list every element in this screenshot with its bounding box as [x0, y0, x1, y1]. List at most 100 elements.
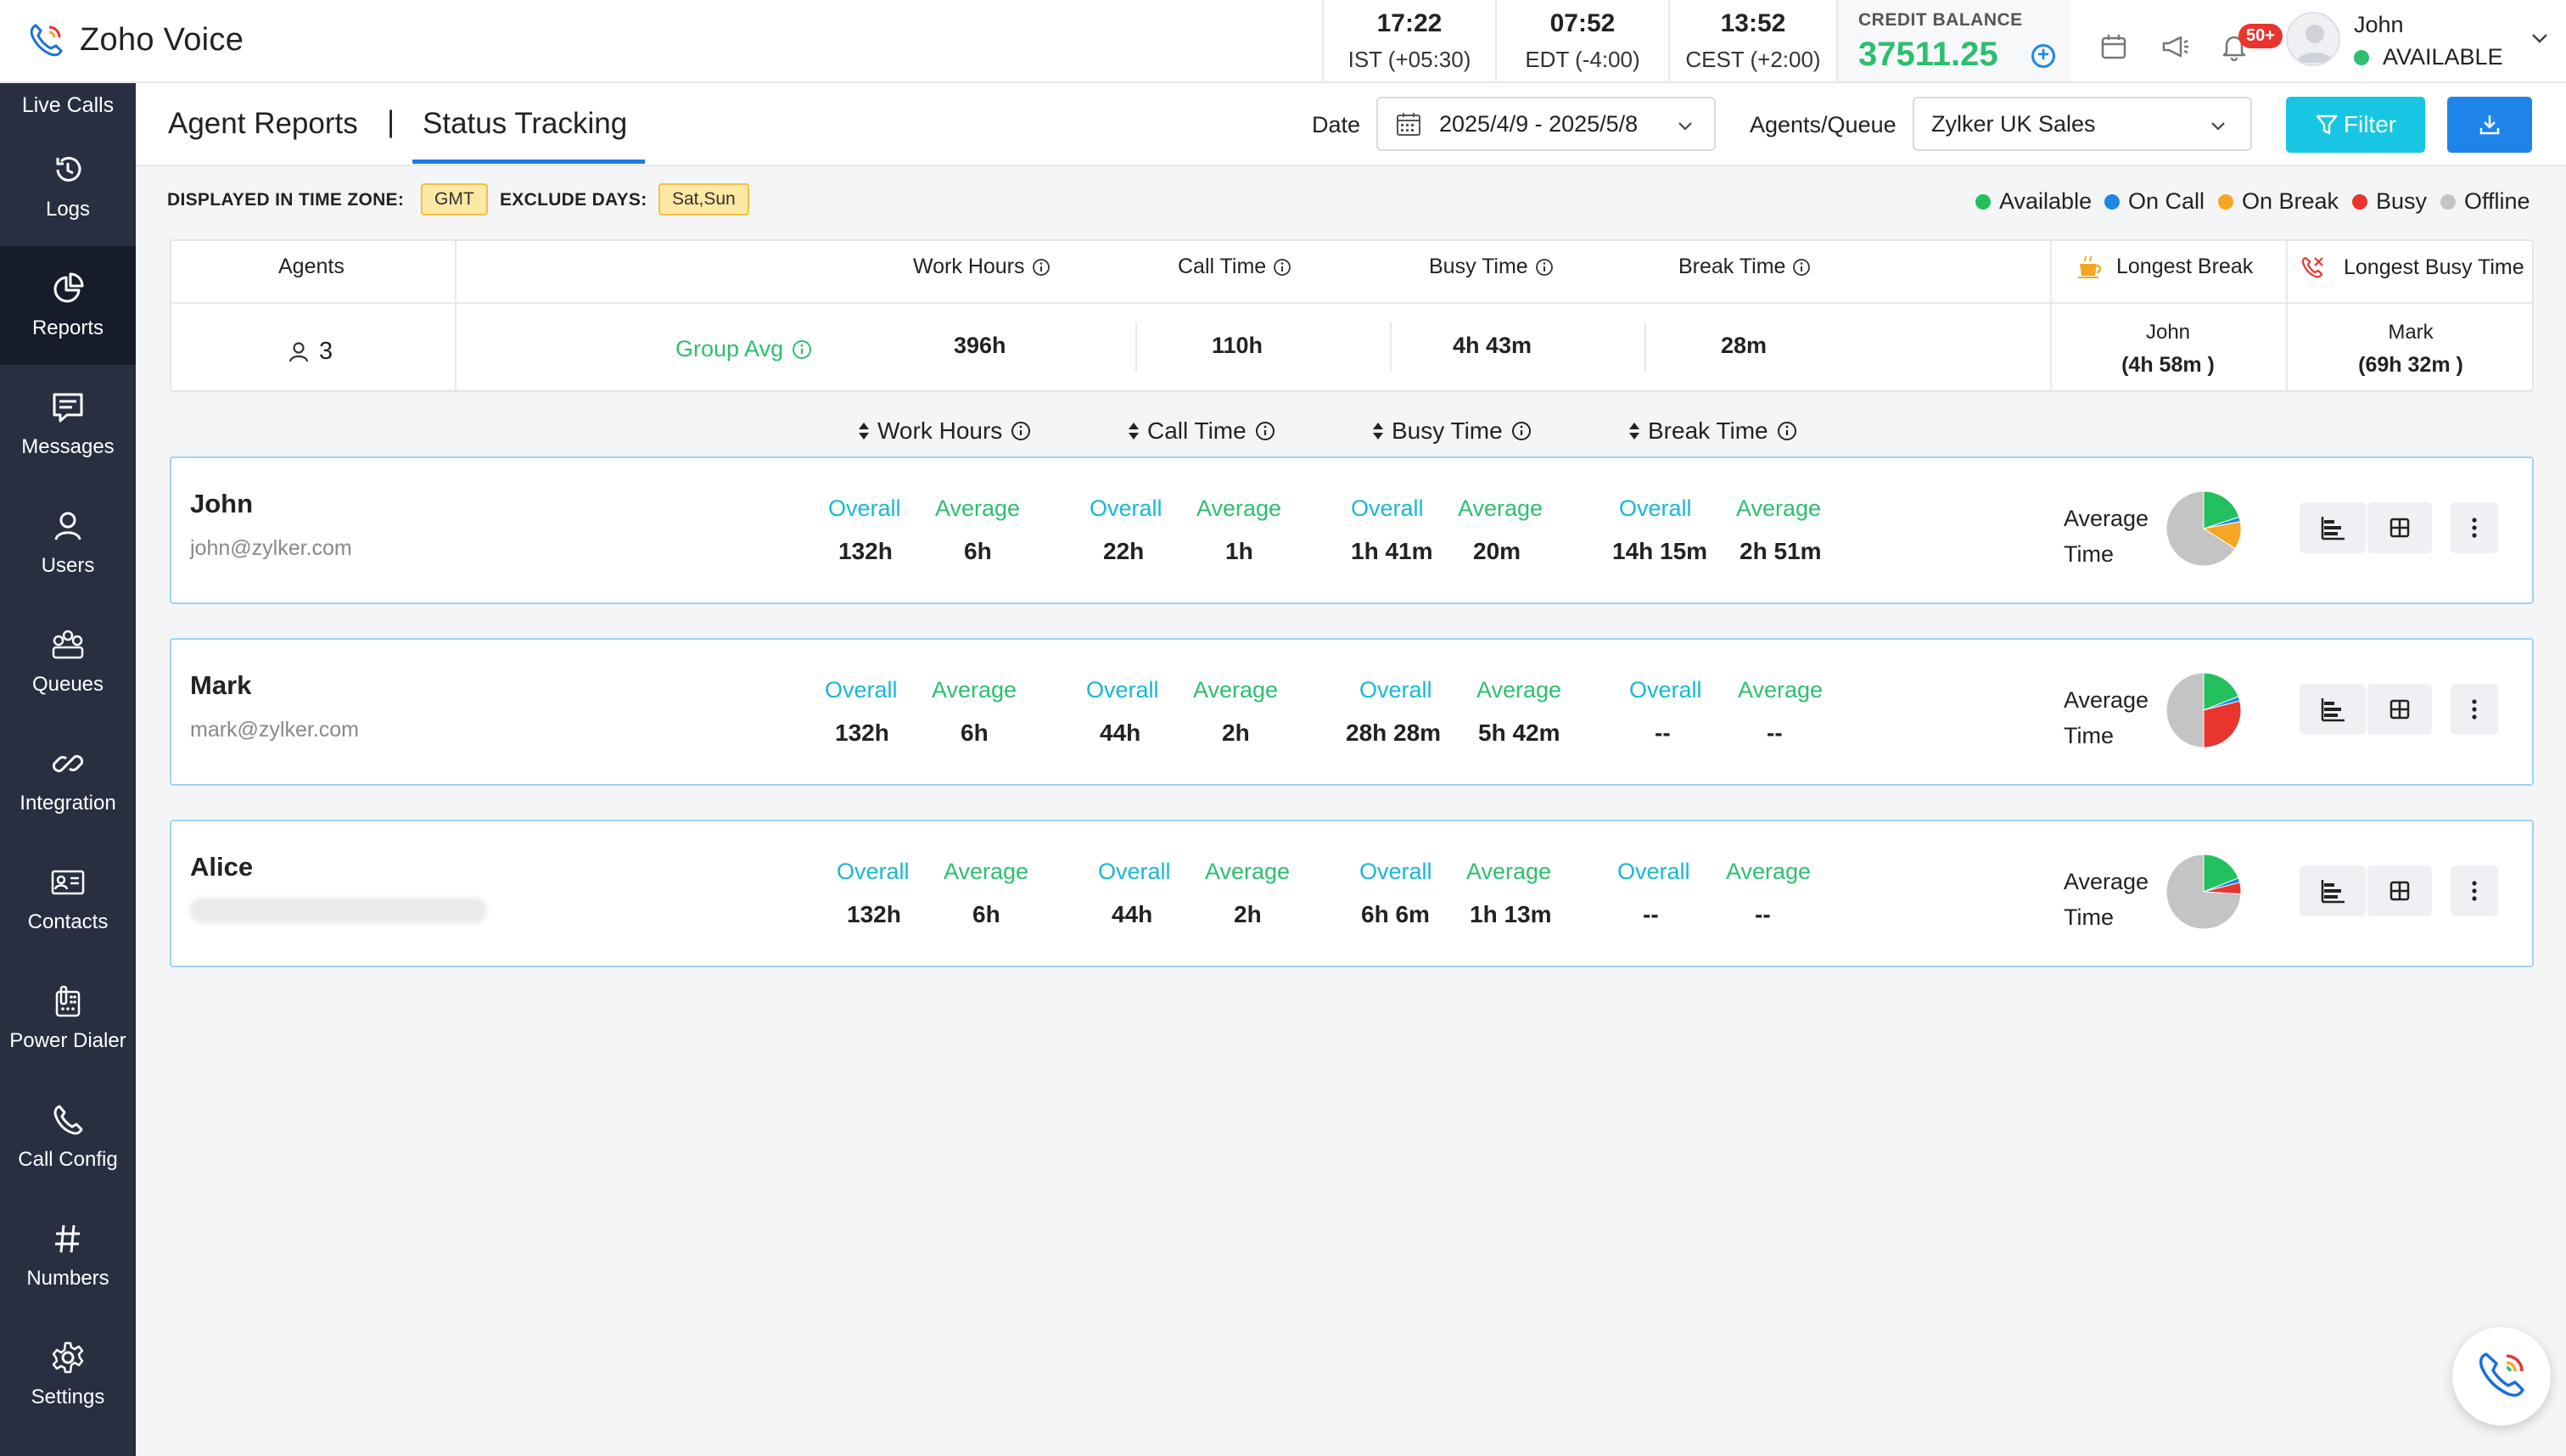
- longest-break-header: Longest Break: [2077, 255, 2253, 279]
- legend-dot: [2104, 193, 2120, 210]
- date-range-picker[interactable]: 2025/4/9 - 2025/5/8: [1376, 97, 1716, 151]
- sidebar-item-power-dialer[interactable]: Power Dialer: [0, 959, 136, 1078]
- busy-overall: 28h 28m: [1346, 720, 1442, 746]
- divider: [455, 241, 457, 390]
- sidebar-item-contacts[interactable]: Contacts: [0, 840, 136, 959]
- pie-slice-offline[interactable]: [2165, 490, 2236, 567]
- pie-slice-offline[interactable]: [2165, 672, 2205, 748]
- grid-view-button[interactable]: [2367, 684, 2432, 735]
- sidebar-item-call-config[interactable]: Call Config: [0, 1078, 136, 1196]
- bar-chart-view-button[interactable]: [2300, 865, 2366, 916]
- info-icon[interactable]: [1535, 258, 1554, 277]
- break-average: 2h 51m: [1740, 538, 1822, 564]
- agents-queue-value: Zylker UK Sales: [1931, 110, 2096, 137]
- bar-chart-view-button[interactable]: [2300, 502, 2366, 553]
- info-icon[interactable]: [1792, 258, 1811, 277]
- user-status[interactable]: AVAILABLE: [2354, 44, 2503, 70]
- legend-label: Busy: [2376, 188, 2428, 214]
- grid-view-button[interactable]: [2367, 865, 2432, 916]
- download-icon: [2479, 115, 2500, 135]
- bar-chart-view-button[interactable]: [2300, 684, 2366, 735]
- busy-average: 5h 42m: [1478, 720, 1560, 746]
- overall-label: Overall: [828, 496, 901, 521]
- more-options-button[interactable]: [2451, 865, 2498, 916]
- agent-card-john[interactable]: John john@zylker.com Overall Average 132…: [170, 456, 2534, 604]
- date-range-value: 2025/4/9 - 2025/5/8: [1439, 110, 1639, 137]
- top-bar: Zoho Voice 17:22 IST (+05:30) 07:52 EDT …: [0, 0, 2566, 83]
- info-icon[interactable]: [1511, 421, 1532, 441]
- info-icon[interactable]: [1011, 421, 1031, 441]
- agent-count-value: 3: [319, 338, 333, 365]
- sidebar-item-label: Reports: [31, 316, 104, 339]
- info-icon[interactable]: [1777, 421, 1797, 441]
- tab-status-tracking[interactable]: Status Tracking: [423, 107, 628, 140]
- break-time-value: 28m: [1721, 333, 1768, 358]
- more-options-button[interactable]: [2451, 684, 2498, 735]
- sidebar-item-label: Logs: [45, 198, 91, 221]
- status-pie-chart[interactable]: [2165, 490, 2242, 567]
- more-vertical-icon: [2472, 518, 2477, 538]
- sort-break-time[interactable]: Break Time: [1628, 417, 1797, 445]
- call-overall: 22h: [1103, 538, 1145, 564]
- overall-label: Overall: [1351, 496, 1424, 521]
- sidebar-item-reports[interactable]: Reports: [0, 246, 136, 365]
- info-icon[interactable]: [1273, 258, 1291, 277]
- add-credit-icon[interactable]: +: [2031, 44, 2055, 68]
- pie-slice-available[interactable]: [2203, 854, 2239, 893]
- call-time-value: 110h: [1212, 333, 1263, 358]
- exclude-days-tag: Sat,Sun: [658, 183, 749, 216]
- pie-slice-offline[interactable]: [2165, 854, 2242, 930]
- average-label: Average: [1196, 496, 1282, 521]
- megaphone-icon[interactable]: [2160, 32, 2189, 61]
- chevron-down-icon[interactable]: [2529, 27, 2551, 49]
- exclude-days-label: EXCLUDE DAYS:: [500, 190, 647, 210]
- sort-call-time[interactable]: Call Time: [1127, 417, 1275, 445]
- sort-icon: [1129, 423, 1139, 440]
- avatar[interactable]: [2286, 12, 2340, 66]
- agent-card-alice[interactable]: Alice Overall Average 132h 6h Overall Av…: [170, 820, 2534, 967]
- average-label: Average: [1726, 859, 1812, 884]
- sort-label: Break Time: [1648, 417, 1768, 444]
- info-icon[interactable]: [792, 339, 812, 360]
- credit-label: CREDIT BALANCE: [1858, 10, 2023, 30]
- sidebar-item-settings[interactable]: Settings: [0, 1315, 136, 1434]
- agent-card-mark[interactable]: Mark mark@zylker.com Overall Average 132…: [170, 638, 2534, 786]
- average-time-line1: Average: [2064, 506, 2149, 531]
- sort-work-hours[interactable]: Work Hours: [857, 417, 1031, 445]
- grid-icon: [2390, 699, 2410, 720]
- bell-icon[interactable]: [2220, 32, 2249, 61]
- agents-queue-select[interactable]: Zylker UK Sales: [1913, 97, 2252, 151]
- tab-agent-reports[interactable]: Agent Reports: [168, 107, 358, 140]
- user-name[interactable]: John: [2354, 12, 2404, 37]
- sidebar-item-numbers[interactable]: Numbers: [0, 1196, 136, 1315]
- pie-slice-busy[interactable]: [2203, 700, 2242, 748]
- average-label: Average: [1466, 859, 1552, 884]
- header-label: Break Time: [1678, 255, 1786, 278]
- download-button[interactable]: [2447, 97, 2532, 153]
- sidebar-item-users[interactable]: Users: [0, 484, 136, 602]
- brand[interactable]: Zoho Voice: [25, 19, 244, 61]
- status-pie-chart[interactable]: [2165, 672, 2242, 748]
- busy-average: 20m: [1473, 538, 1521, 564]
- sidebar-item-integration[interactable]: Integration: [0, 721, 136, 840]
- sidebar-item-logs[interactable]: Logs: [0, 127, 136, 246]
- legend-label: Offline: [2464, 188, 2530, 214]
- floating-dialer-button[interactable]: [2452, 1327, 2551, 1425]
- sub-header: Agent Reports | Status Tracking Date 202…: [136, 83, 2566, 166]
- pie-slice-available[interactable]: [2203, 490, 2240, 529]
- sidebar-item-queues[interactable]: Queues: [0, 602, 136, 721]
- more-options-button[interactable]: [2451, 502, 2498, 553]
- filter-button[interactable]: Filter: [2286, 97, 2425, 153]
- status-pie-chart[interactable]: [2165, 854, 2242, 930]
- pie-slice-available[interactable]: [2203, 672, 2239, 711]
- info-icon[interactable]: [1255, 421, 1275, 441]
- work-overall: 132h: [838, 538, 893, 564]
- sidebar-item-live-calls[interactable]: Live Calls: [0, 83, 136, 127]
- sidebar-item-messages[interactable]: Messages: [0, 365, 136, 484]
- average-label: Average: [1193, 677, 1279, 703]
- grid-view-button[interactable]: [2367, 502, 2432, 553]
- header-label: Longest Break: [2116, 255, 2254, 278]
- info-icon[interactable]: [1032, 258, 1050, 277]
- calendar-icon[interactable]: [2099, 32, 2128, 61]
- sort-busy-time[interactable]: Busy Time: [1371, 417, 1532, 445]
